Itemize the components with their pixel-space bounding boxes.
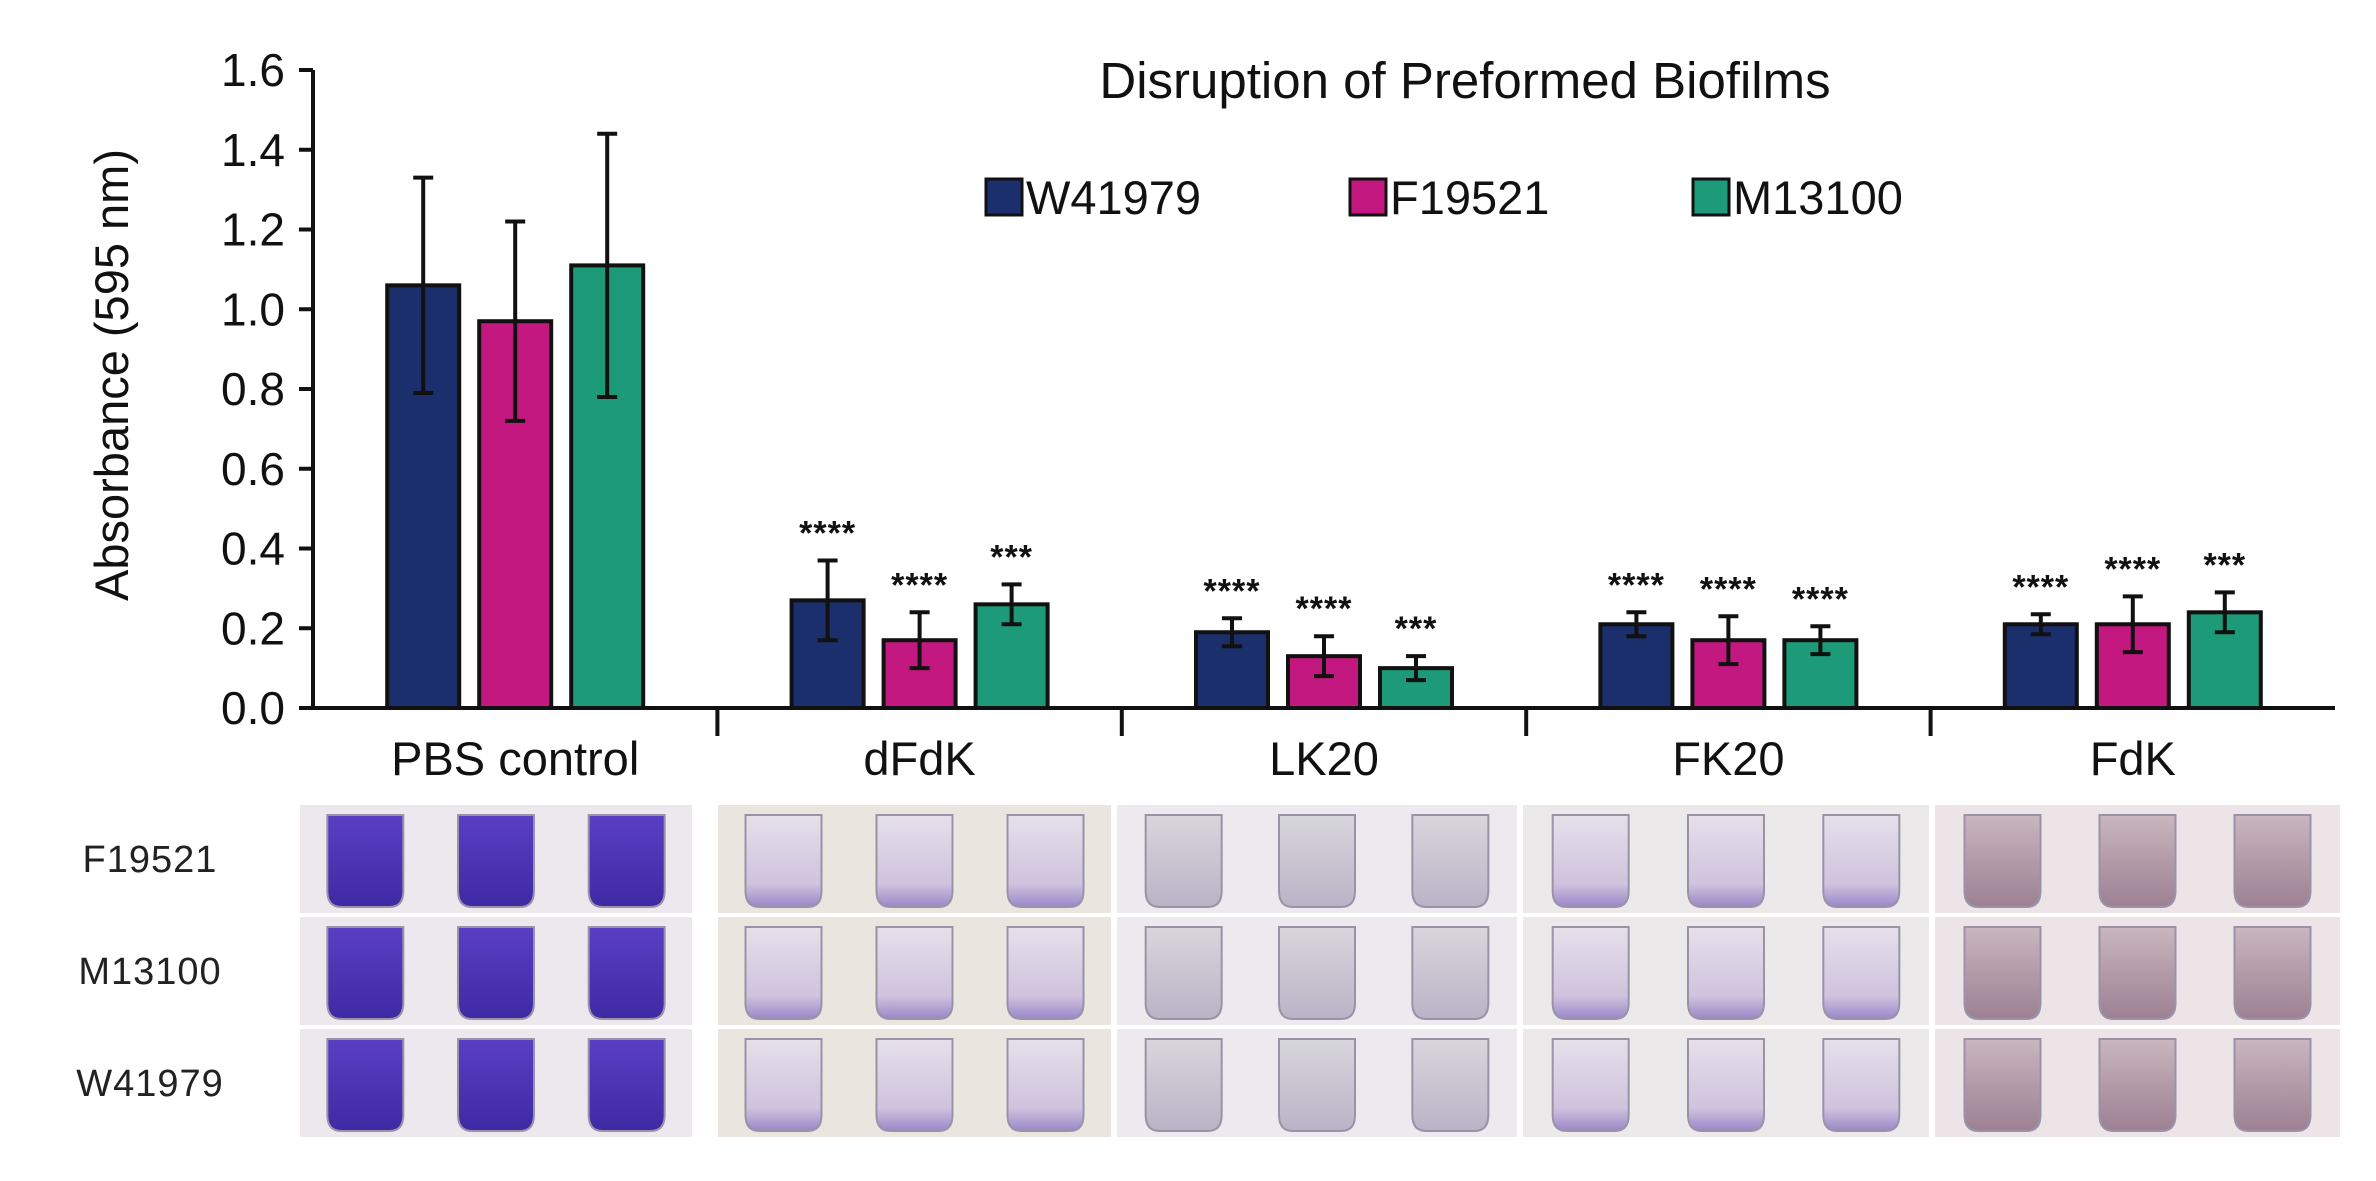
well-image: [875, 814, 954, 908]
well-image: [744, 1038, 823, 1132]
well-image: [457, 1038, 535, 1132]
well-image: [1278, 1038, 1356, 1132]
well-image: [1551, 814, 1630, 908]
well-image: [1963, 814, 2042, 908]
legend-label: M13100: [1733, 171, 1903, 224]
photo-row-label: M13100: [78, 951, 221, 993]
well-image: [1963, 1038, 2042, 1132]
well-image: [1411, 814, 1490, 908]
y-tick-label: 1.6: [221, 44, 285, 96]
significance-label: ***: [2203, 546, 2246, 584]
legend-label: F19521: [1390, 171, 1549, 224]
y-axis-label: Absorbance (595 nm): [85, 149, 138, 601]
well-image: [1278, 926, 1356, 1020]
well-image: [1006, 1038, 1085, 1132]
photo-panel: F19521 M13100 W41979: [76, 805, 2340, 1137]
well-image: [1006, 926, 1085, 1020]
well-image: [1822, 814, 1901, 908]
well-image: [1687, 926, 1765, 1020]
well-image: [1411, 1038, 1490, 1132]
well-image: [1278, 814, 1356, 908]
x-category-label: dFdK: [863, 732, 975, 785]
photo-row-label: W41979: [76, 1063, 224, 1105]
well-image: [326, 1038, 405, 1132]
well-image: [326, 926, 405, 1020]
significance-label: ****: [2104, 550, 2161, 588]
legend-label: W41979: [1026, 171, 1201, 224]
x-category-label: LK20: [1269, 732, 1379, 785]
well-image: [744, 926, 823, 1020]
well-image: [744, 814, 823, 908]
y-tick-label: 1.2: [221, 204, 285, 256]
well-image: [2098, 814, 2177, 908]
well-image: [1144, 814, 1223, 908]
well-image: [326, 814, 405, 908]
y-tick-label: 0.4: [221, 523, 285, 575]
x-axis: PBS control dFdK LK20 FK20 FdK: [313, 706, 2335, 785]
significance-label: ***: [990, 538, 1033, 576]
bars: ******** **** ****************************…: [385, 131, 2263, 711]
well-image: [2098, 926, 2177, 1020]
well-image: [587, 926, 666, 1020]
significance-label: ****: [1700, 570, 1757, 608]
significance-label: ****: [1792, 580, 1849, 618]
well-image: [2233, 926, 2312, 1020]
y-tick-label: 0.0: [221, 682, 285, 734]
y-tick-label: 0.6: [221, 443, 285, 495]
significance-label: ****: [891, 566, 948, 604]
well-image: [1144, 926, 1223, 1020]
well-image: [1687, 814, 1765, 908]
well-image: [2233, 814, 2312, 908]
well-image: [587, 814, 666, 908]
well-image: [1551, 1038, 1630, 1132]
bar: [973, 602, 1050, 711]
x-category-label: FK20: [1672, 732, 1784, 785]
chart-title: Disruption of Preformed Biofilms: [1099, 52, 1830, 109]
well-image: [2233, 1038, 2312, 1132]
bar: [2002, 622, 2079, 711]
well-image: [587, 1038, 666, 1132]
significance-label: ***: [1395, 610, 1438, 648]
significance-label: ****: [1608, 566, 1665, 604]
well-image: [2098, 1038, 2177, 1132]
well-image: [1551, 926, 1630, 1020]
y-tick-label: 0.2: [221, 602, 285, 654]
legend-swatch: [1348, 177, 1388, 217]
legend-swatch: [984, 177, 1024, 217]
well-image: [1822, 1038, 1901, 1132]
photo-row-label: F19521: [83, 839, 218, 881]
well-image: [1963, 926, 2042, 1020]
well-image: [457, 926, 535, 1020]
well-image: [1411, 926, 1490, 1020]
significance-label: ****: [1204, 572, 1261, 610]
significance-label: ****: [799, 514, 856, 552]
well-image: [1822, 926, 1901, 1020]
bar: [1378, 666, 1454, 710]
y-tick-label: 1.0: [221, 283, 285, 335]
x-category-label: PBS control: [391, 732, 639, 785]
y-tick-label: 0.8: [221, 363, 285, 415]
well-image: [1144, 1038, 1223, 1132]
well-image: [1006, 814, 1085, 908]
legend: W41979 F19521 M13100: [984, 171, 1903, 224]
well-image: [875, 1038, 954, 1132]
legend-swatch: [1691, 177, 1731, 217]
well-image: [875, 926, 954, 1020]
significance-label: ****: [2012, 568, 2069, 606]
well-image: [457, 814, 535, 908]
x-category-label: FdK: [2090, 732, 2176, 785]
significance-label: ****: [1296, 590, 1353, 628]
y-tick-label: 1.4: [221, 124, 285, 176]
well-image: [1687, 1038, 1765, 1132]
y-axis: 0.0 0.2 0.4 0.6 0.8 1.0 1.2 1.4 1.6: [221, 44, 315, 734]
bar: [1690, 638, 1767, 711]
